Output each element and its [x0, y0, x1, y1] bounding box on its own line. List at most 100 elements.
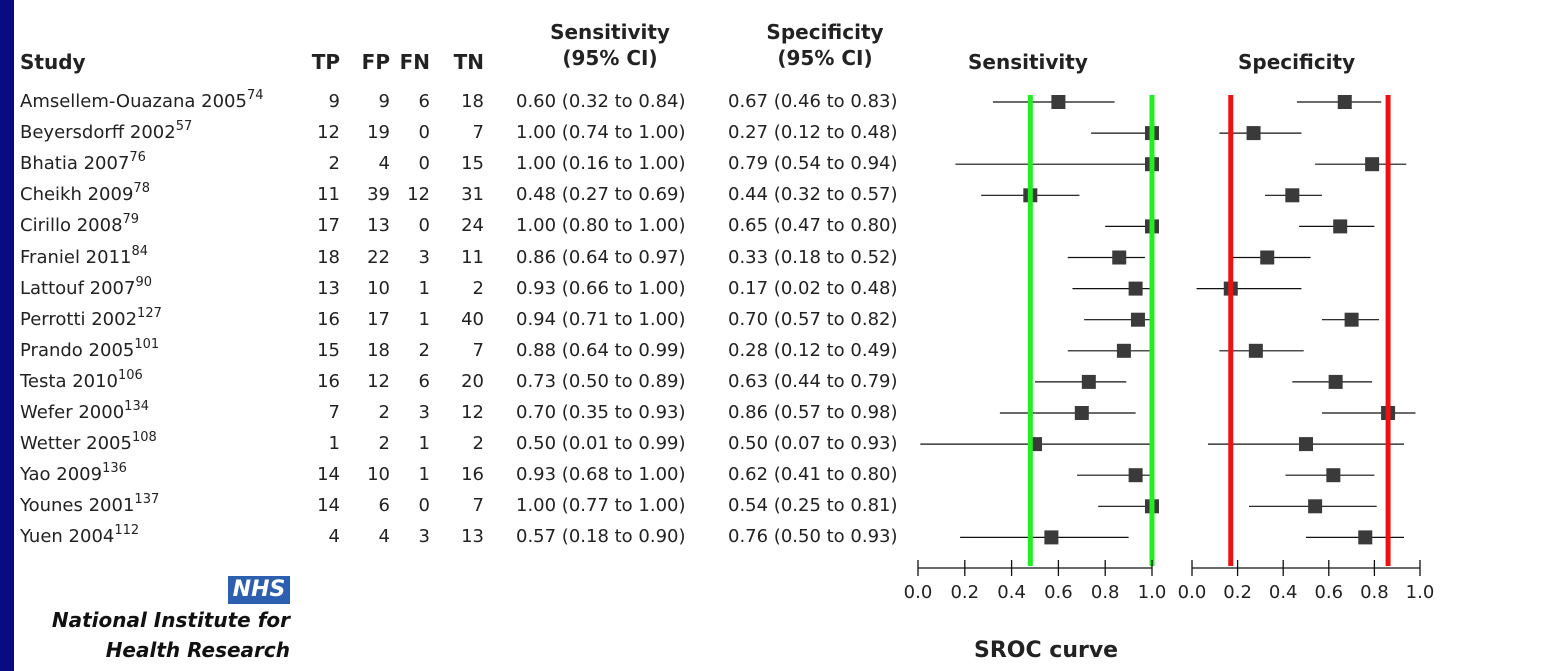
sensitivity-tick-label: 0.0	[904, 582, 933, 603]
sensitivity-tick-label: 0.8	[1091, 582, 1120, 603]
cell-specificity-ci: 0.17 (0.02 to 0.48)	[728, 277, 898, 299]
header-specificity-plot: Specificity	[1238, 50, 1356, 74]
cell-tp: 14	[317, 495, 340, 517]
cell-specificity-ci: 0.44 (0.32 to 0.57)	[728, 184, 898, 206]
cell-fp: 17	[367, 308, 390, 330]
study-name-text: Younes 2001	[20, 495, 135, 517]
cell-specificity-ci: 0.65 (0.47 to 0.80)	[728, 215, 898, 237]
cell-specificity-ci: 0.67 (0.46 to 0.83)	[728, 91, 898, 112]
cell-specificity-ci: 0.50 (0.07 to 0.93)	[728, 433, 898, 455]
cell-fn: 3	[418, 246, 430, 268]
study-name-text: Yao 2009	[20, 464, 103, 486]
cell-sensitivity-ci: 1.00 (0.80 to 1.00)	[516, 215, 686, 237]
cell-fp: 19	[367, 122, 390, 144]
cell-specificity-ci: 0.33 (0.18 to 0.52)	[728, 246, 898, 268]
cell-tn: 2	[472, 277, 484, 299]
cell-tn: 40	[461, 308, 484, 330]
cell-sensitivity-ci: 0.86 (0.64 to 0.97)	[516, 246, 686, 268]
sensitivity-point	[1130, 312, 1145, 327]
cell-sensitivity-ci: 1.00 (0.77 to 1.00)	[516, 495, 686, 517]
header-sensitivity-plot: Sensitivity	[968, 50, 1088, 74]
study-name-text: Testa 2010	[20, 370, 119, 392]
study-name-text: Perrotti 2002	[20, 308, 138, 330]
cell-fp: 2	[378, 402, 390, 423]
study-reference: 78	[133, 181, 150, 197]
sensitivity-point	[1112, 250, 1127, 265]
study-name: Cirillo 200879	[20, 212, 140, 237]
cell-tn: 2	[472, 433, 484, 455]
cell-fn: 12	[407, 184, 430, 206]
specificity-point	[1260, 250, 1275, 265]
cell-fp: 9	[378, 91, 390, 112]
sensitivity-tick-label: 0.2	[950, 582, 979, 603]
study-reference: 136	[102, 461, 127, 477]
cell-sensitivity-ci: 0.57 (0.18 to 0.90)	[516, 526, 686, 548]
header-specificity-ci-line2: (95% CI)	[777, 46, 873, 70]
cell-tp: 9	[328, 91, 340, 112]
cell-fp: 2	[378, 433, 390, 455]
study-name-text: Cirillo 2008	[20, 215, 123, 237]
study-name: Wefer 2000134	[20, 399, 149, 424]
cell-fn: 6	[418, 91, 430, 112]
header-tp: TP	[311, 50, 340, 74]
sensitivity-point	[1074, 406, 1089, 420]
cell-sensitivity-ci: 0.93 (0.68 to 1.00)	[516, 464, 686, 486]
study-name: Testa 2010106	[20, 367, 143, 393]
study-reference: 74	[246, 88, 264, 103]
cell-fp: 10	[367, 277, 390, 299]
specificity-tick-label: 0.6	[1314, 582, 1343, 603]
specificity-point	[1308, 499, 1323, 514]
study-reference: 106	[118, 367, 143, 383]
study-name: Cheikh 200978	[20, 181, 150, 206]
specificity-point	[1358, 530, 1373, 545]
cell-tn: 11	[461, 246, 484, 268]
cell-specificity-ci: 0.86 (0.57 to 0.98)	[728, 402, 898, 423]
cell-specificity-ci: 0.28 (0.12 to 0.49)	[728, 339, 898, 361]
study-name: Franiel 201184	[20, 243, 149, 269]
specificity-point	[1328, 374, 1343, 389]
study-reference: 90	[135, 274, 153, 290]
study-name: Yuen 2004112	[20, 524, 139, 548]
study-name-text: Wetter 2005	[20, 433, 132, 455]
sensitivity-tick-label: 0.6	[1044, 582, 1073, 603]
study-reference: 134	[124, 399, 149, 414]
study-reference: 84	[131, 243, 149, 259]
sensitivity-point	[1081, 374, 1096, 389]
study-reference: 79	[122, 212, 140, 228]
cell-fp: 4	[378, 153, 390, 175]
study-name: Beyersdorff 200257	[20, 120, 192, 144]
specificity-point	[1299, 437, 1313, 452]
specificity-point	[1333, 219, 1348, 234]
study-reference: 127	[137, 305, 162, 321]
nhs-logo: NHS	[228, 576, 290, 604]
study-name-text: Beyersdorff 2002	[20, 122, 176, 144]
cell-sensitivity-ci: 0.70 (0.35 to 0.93)	[516, 402, 686, 423]
study-name: Bhatia 200776	[20, 151, 146, 175]
cell-specificity-ci: 0.63 (0.44 to 0.79)	[728, 370, 898, 392]
cell-tp: 14	[317, 464, 340, 486]
cell-fn: 0	[418, 122, 430, 144]
cell-sensitivity-ci: 0.48 (0.27 to 0.69)	[516, 184, 686, 206]
sensitivity-point	[1116, 343, 1131, 358]
study-name-text: Wefer 2000	[20, 402, 125, 423]
sensitivity-tick-label: 0.4	[997, 582, 1026, 603]
cell-fp: 18	[367, 339, 390, 361]
cell-tn: 15	[461, 153, 484, 175]
cell-tp: 15	[317, 339, 340, 361]
cell-fn: 2	[418, 339, 430, 361]
cell-tn: 7	[472, 495, 484, 517]
cell-tn: 18	[461, 91, 484, 112]
cell-tn: 20	[461, 370, 484, 392]
cell-fn: 1	[418, 308, 430, 330]
specificity-tick-label: 0.8	[1360, 582, 1389, 603]
study-name-text: Cheikh 2009	[20, 184, 134, 206]
cell-fn: 1	[418, 277, 430, 299]
cell-fn: 0	[418, 153, 430, 175]
specificity-tick-label: 1.0	[1406, 582, 1435, 603]
study-name: Prando 2005101	[20, 338, 159, 362]
sensitivity-tick-label: 1.0	[1138, 582, 1167, 603]
specificity-point	[1337, 95, 1352, 109]
cell-fp: 6	[378, 495, 390, 517]
cell-specificity-ci: 0.54 (0.25 to 0.81)	[728, 495, 898, 517]
cell-tn: 31	[461, 184, 484, 206]
